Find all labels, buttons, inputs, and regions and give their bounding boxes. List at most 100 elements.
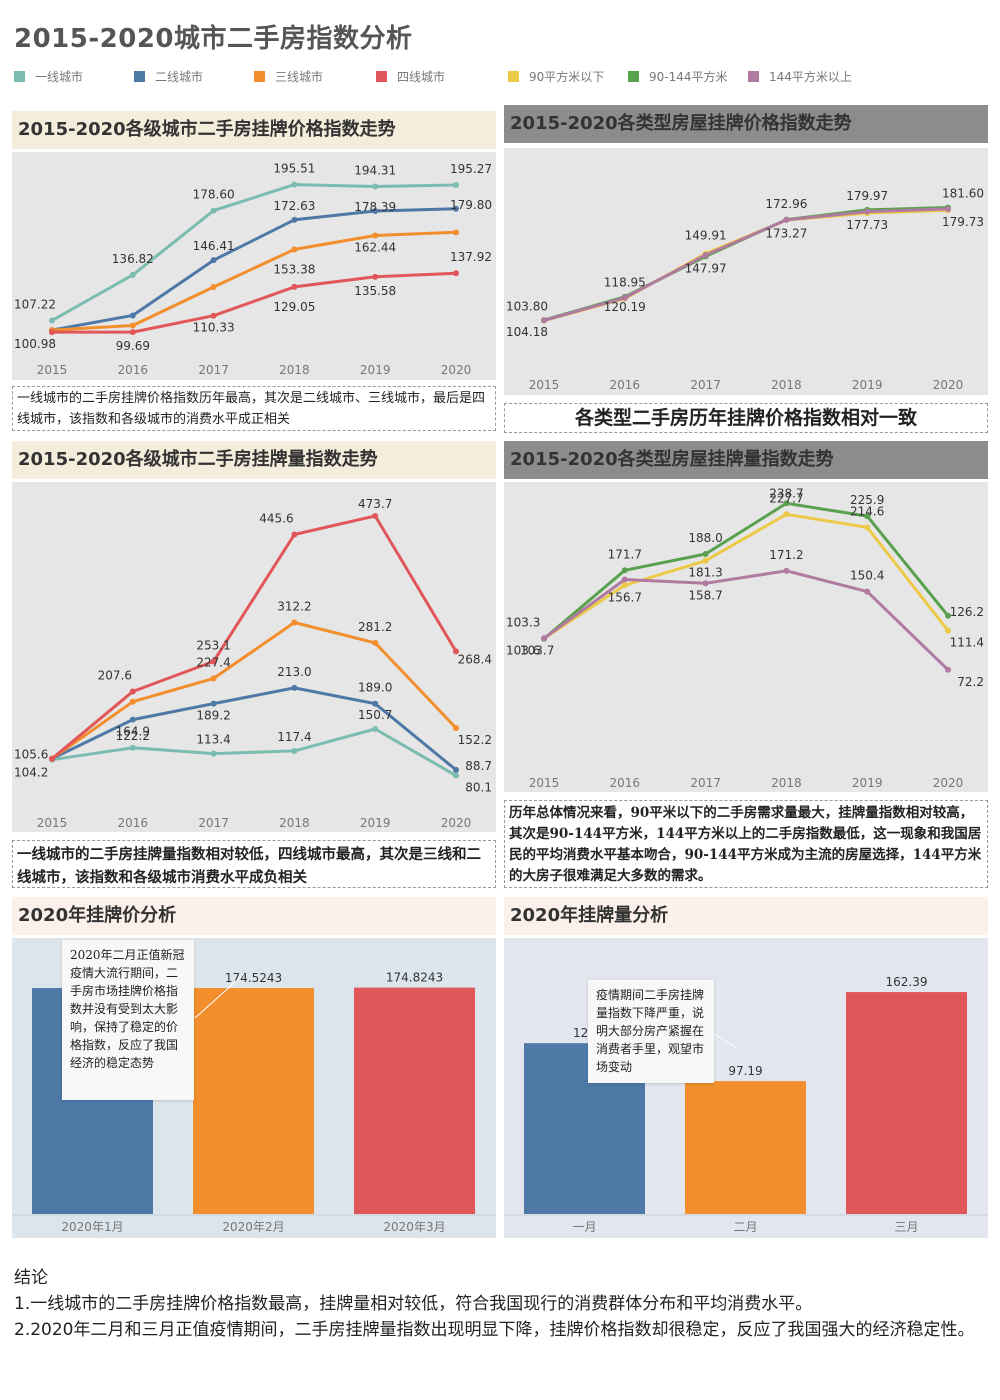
panel-title-price-by-type: 2015-2020各类型房屋挂牌价格指数走势	[504, 105, 988, 143]
series-line[interactable]	[52, 271, 457, 334]
data-point[interactable]	[210, 700, 217, 707]
legend-item[interactable]: 一线城市	[14, 68, 83, 85]
series-line[interactable]	[543, 501, 950, 640]
data-point[interactable]	[129, 716, 136, 723]
data-label: 162.44	[354, 241, 396, 255]
data-point[interactable]	[291, 747, 298, 754]
data-point[interactable]	[864, 588, 871, 595]
data-point[interactable]	[372, 232, 379, 239]
data-point[interactable]	[541, 317, 547, 324]
data-label: 181.60	[942, 186, 984, 200]
legend-item[interactable]: 90平方米以下	[508, 68, 604, 85]
data-point[interactable]	[210, 675, 217, 682]
data-point[interactable]	[49, 317, 55, 324]
data-point[interactable]	[453, 648, 459, 655]
data-point[interactable]	[453, 724, 459, 731]
series-line[interactable]	[51, 514, 458, 760]
series-line[interactable]	[543, 512, 950, 640]
series-line[interactable]	[51, 727, 457, 777]
data-point[interactable]	[621, 294, 628, 301]
data-point[interactable]	[129, 322, 136, 329]
data-point[interactable]	[783, 500, 790, 507]
data-point[interactable]	[621, 567, 628, 574]
data-label: 129.05	[273, 300, 315, 314]
data-label: 99.69	[116, 339, 150, 353]
x-tick-label: 2020年3月	[383, 1220, 445, 1234]
data-point[interactable]	[702, 580, 709, 587]
data-point[interactable]	[129, 744, 136, 751]
data-point[interactable]	[291, 283, 298, 290]
data-point[interactable]	[372, 273, 379, 280]
data-point[interactable]	[291, 246, 298, 253]
series-line[interactable]	[51, 686, 457, 772]
series-line[interactable]	[51, 207, 457, 332]
legend-item[interactable]: 二线城市	[134, 68, 203, 85]
data-label: 104.2	[14, 766, 48, 780]
series-line[interactable]	[51, 183, 457, 322]
data-point[interactable]	[372, 183, 379, 190]
data-point[interactable]	[210, 207, 217, 214]
data-point[interactable]	[210, 658, 217, 665]
data-point[interactable]	[129, 312, 136, 319]
data-point[interactable]	[129, 688, 136, 695]
data-point[interactable]	[541, 635, 547, 642]
legend-item[interactable]: 90-144平方米	[628, 68, 728, 85]
data-point[interactable]	[453, 772, 459, 779]
data-point[interactable]	[621, 582, 628, 589]
data-point[interactable]	[210, 283, 217, 290]
bar[interactable]	[193, 988, 314, 1214]
data-point[interactable]	[49, 755, 55, 762]
legend-item[interactable]: 四线城市	[376, 68, 445, 85]
data-point[interactable]	[945, 205, 951, 212]
legend-item[interactable]: 三线城市	[254, 68, 323, 85]
bar[interactable]	[846, 992, 967, 1214]
data-point[interactable]	[49, 329, 55, 336]
line-chart-price-by-city: 2015 2016 2017 2018 2019 2020 107.22 136.82 178.…	[14, 162, 492, 377]
data-point[interactable]	[291, 216, 298, 223]
data-point[interactable]	[291, 531, 298, 538]
data-point[interactable]	[291, 181, 298, 188]
data-point[interactable]	[702, 252, 709, 259]
data-point[interactable]	[372, 725, 379, 732]
data-point[interactable]	[945, 612, 951, 619]
x-tick-label: 2015	[37, 816, 68, 830]
data-point[interactable]	[372, 512, 379, 519]
data-point[interactable]	[129, 698, 136, 705]
data-label: 253.1	[196, 638, 230, 652]
data-point[interactable]	[945, 666, 951, 673]
data-point[interactable]	[372, 700, 379, 707]
data-point[interactable]	[702, 557, 709, 564]
series-line[interactable]	[51, 230, 457, 332]
data-point[interactable]	[783, 511, 790, 518]
data-point[interactable]	[453, 181, 459, 188]
data-point[interactable]	[864, 524, 871, 531]
panel-title-volume-by-type: 2015-2020各类型房屋挂牌量指数走势	[504, 441, 988, 479]
data-point[interactable]	[129, 329, 136, 336]
data-point[interactable]	[291, 684, 298, 691]
data-point[interactable]	[453, 270, 459, 277]
data-point[interactable]	[864, 208, 871, 215]
series-line[interactable]	[543, 569, 950, 671]
data-point[interactable]	[783, 216, 790, 223]
bar[interactable]	[685, 1081, 806, 1214]
data-point[interactable]	[453, 766, 459, 773]
series-line[interactable]	[543, 207, 949, 322]
data-point[interactable]	[372, 639, 379, 646]
data-point[interactable]	[864, 513, 871, 520]
data-point[interactable]	[210, 312, 217, 319]
data-point[interactable]	[210, 257, 217, 264]
legend-item[interactable]: 144平方米以上	[748, 68, 852, 85]
data-point[interactable]	[621, 576, 628, 583]
data-point[interactable]	[945, 627, 951, 634]
data-point[interactable]	[372, 207, 379, 214]
x-tick-label: 二月	[733, 1220, 757, 1234]
data-point[interactable]	[783, 567, 790, 574]
data-point[interactable]	[453, 229, 459, 236]
data-point[interactable]	[453, 205, 459, 212]
data-point[interactable]	[210, 750, 217, 757]
bar[interactable]	[354, 987, 475, 1214]
series-line[interactable]	[51, 621, 458, 760]
data-point[interactable]	[129, 271, 136, 278]
data-point[interactable]	[291, 619, 298, 626]
data-point[interactable]	[702, 551, 709, 557]
